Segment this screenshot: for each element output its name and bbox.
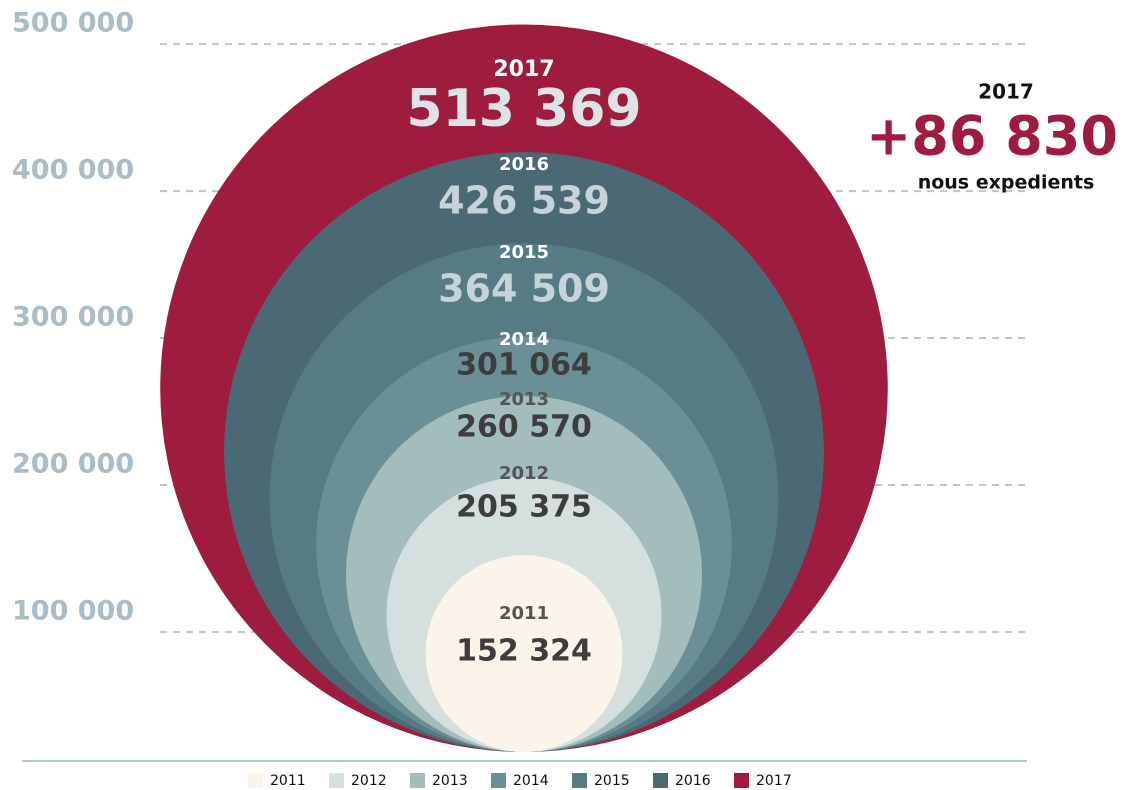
value-label: 205 375 xyxy=(456,490,592,525)
year-label: 2011 xyxy=(499,603,549,624)
year-label: 2017 xyxy=(493,57,554,82)
legend-label: 2016 xyxy=(675,773,711,789)
legend-label: 2012 xyxy=(351,773,387,789)
annotation-year: 2017 xyxy=(978,80,1034,104)
year-label: 2012 xyxy=(499,463,549,484)
legend-swatch xyxy=(410,773,425,788)
legend-swatch xyxy=(329,773,344,788)
year-label: 2013 xyxy=(499,389,549,410)
legend-swatch xyxy=(491,773,506,788)
legend-label: 2015 xyxy=(594,773,630,789)
y-tick-label: 100 000 xyxy=(12,596,134,627)
legend-label: 2017 xyxy=(756,773,792,789)
y-tick-label: 300 000 xyxy=(12,302,134,333)
value-label: 152 324 xyxy=(456,634,592,669)
legend: 2011 2012 2013 2014 2015 2016 2017 xyxy=(248,773,792,789)
y-tick-label: 400 000 xyxy=(12,155,134,186)
value-label: 301 064 xyxy=(456,348,592,383)
annotation-text: nous expedients xyxy=(918,172,1095,194)
year-label: 2016 xyxy=(499,154,549,175)
legend-swatch xyxy=(572,773,587,788)
y-tick-label: 500 000 xyxy=(12,8,134,39)
legend-label: 2014 xyxy=(513,773,549,789)
value-label: 513 369 xyxy=(406,79,641,139)
year-label: 2014 xyxy=(499,329,549,350)
annotation-value: +86 830 xyxy=(866,105,1118,168)
legend-swatch xyxy=(248,773,263,788)
circle xyxy=(425,555,623,752)
value-label: 426 539 xyxy=(438,179,610,223)
value-label: 260 570 xyxy=(456,410,592,445)
y-tick-label: 200 000 xyxy=(12,449,134,480)
year-label: 2015 xyxy=(499,242,549,263)
legend-swatch xyxy=(653,773,668,788)
value-label: 364 509 xyxy=(438,267,610,311)
legend-label: 2011 xyxy=(270,773,306,789)
legend-label: 2013 xyxy=(432,773,468,789)
legend-swatch xyxy=(734,773,749,788)
